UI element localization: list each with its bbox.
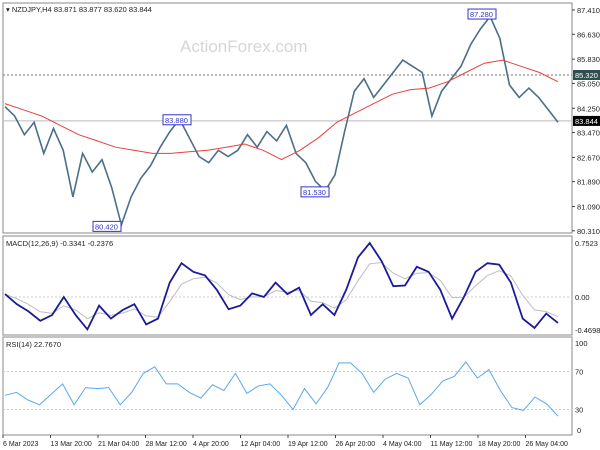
- x-tick-label: 19 Apr 12:00: [288, 441, 328, 448]
- x-tick-label: 21 Mar 04:00: [98, 441, 139, 448]
- rsi-tick-label: 70: [575, 368, 583, 377]
- price-annotation: 81.530: [303, 188, 326, 197]
- x-tick-label: 11 May 12:00: [431, 441, 473, 448]
- macd-line: [4, 241, 559, 332]
- x-tick-label: 4 May 04:00: [383, 441, 422, 448]
- symbol-title: ▾ NZDJPY,H4 83.871 83.877 83.620 83.844: [6, 5, 152, 14]
- y-tick-label: 87.410: [577, 6, 600, 15]
- macd-tick-label: 0.7523: [575, 239, 598, 248]
- moving-average-line: [4, 59, 559, 161]
- price-line: [4, 14, 559, 228]
- macd-signal-line: [4, 261, 559, 320]
- x-tick-label: 26 May 04:00: [526, 441, 569, 448]
- price-annotation: 87.280: [470, 10, 493, 19]
- y-tick-label: 83.470: [577, 129, 600, 138]
- y-tick-label: 85.050: [577, 79, 600, 88]
- rsi-line: [4, 361, 559, 417]
- rsi-tick-label: 0: [577, 426, 581, 435]
- x-tick-label: 28 Mar 12:00: [146, 441, 187, 448]
- price-annotation-box: [92, 220, 122, 232]
- price-panel: [2, 2, 573, 234]
- price-level-label: 83.844: [575, 117, 598, 126]
- price-annotation-box: [162, 114, 192, 126]
- x-tick-label: 26 Apr 20:00: [336, 441, 376, 448]
- y-tick-label: 81.090: [577, 203, 600, 212]
- macd-tick-label: 0.00: [575, 293, 590, 302]
- y-tick-label: 86.630: [577, 30, 600, 39]
- price-annotation-box: [300, 186, 330, 198]
- y-tick-label: 84.250: [577, 104, 600, 113]
- price-level-badge: [573, 115, 600, 126]
- x-tick-label: 13 Mar 20:00: [51, 441, 92, 448]
- y-tick-label: 81.890: [577, 178, 600, 187]
- rsi-tick-label: 100: [575, 339, 588, 348]
- price-level-label: 85.320: [575, 71, 598, 80]
- price-annotation-box: [467, 8, 497, 20]
- price-annotation: 83.880: [165, 116, 188, 125]
- rsi-label: RSI(14) 22.7670: [6, 340, 61, 349]
- watermark: ActionForex.com: [180, 37, 308, 56]
- y-tick-label: 80.310: [577, 227, 600, 236]
- price-level-badge: [573, 69, 600, 80]
- macd-panel: [2, 235, 573, 336]
- x-tick-label: 12 Apr 04:00: [241, 441, 281, 448]
- rsi-panel: [2, 336, 573, 436]
- x-tick-label: 18 May 20:00: [478, 441, 521, 448]
- rsi-tick-label: 30: [575, 406, 583, 415]
- macd-tick-label: -0.4698: [575, 326, 600, 335]
- macd-label: MACD(12,26,9) -0.3341 -0.2376: [6, 239, 113, 248]
- price-annotation: 80.420: [95, 222, 118, 231]
- y-tick-label: 85.830: [577, 55, 600, 64]
- y-tick-label: 82.670: [577, 153, 600, 162]
- x-tick-label: 6 Mar 2023: [3, 441, 39, 448]
- x-tick-label: 4 Apr 20:00: [193, 441, 229, 448]
